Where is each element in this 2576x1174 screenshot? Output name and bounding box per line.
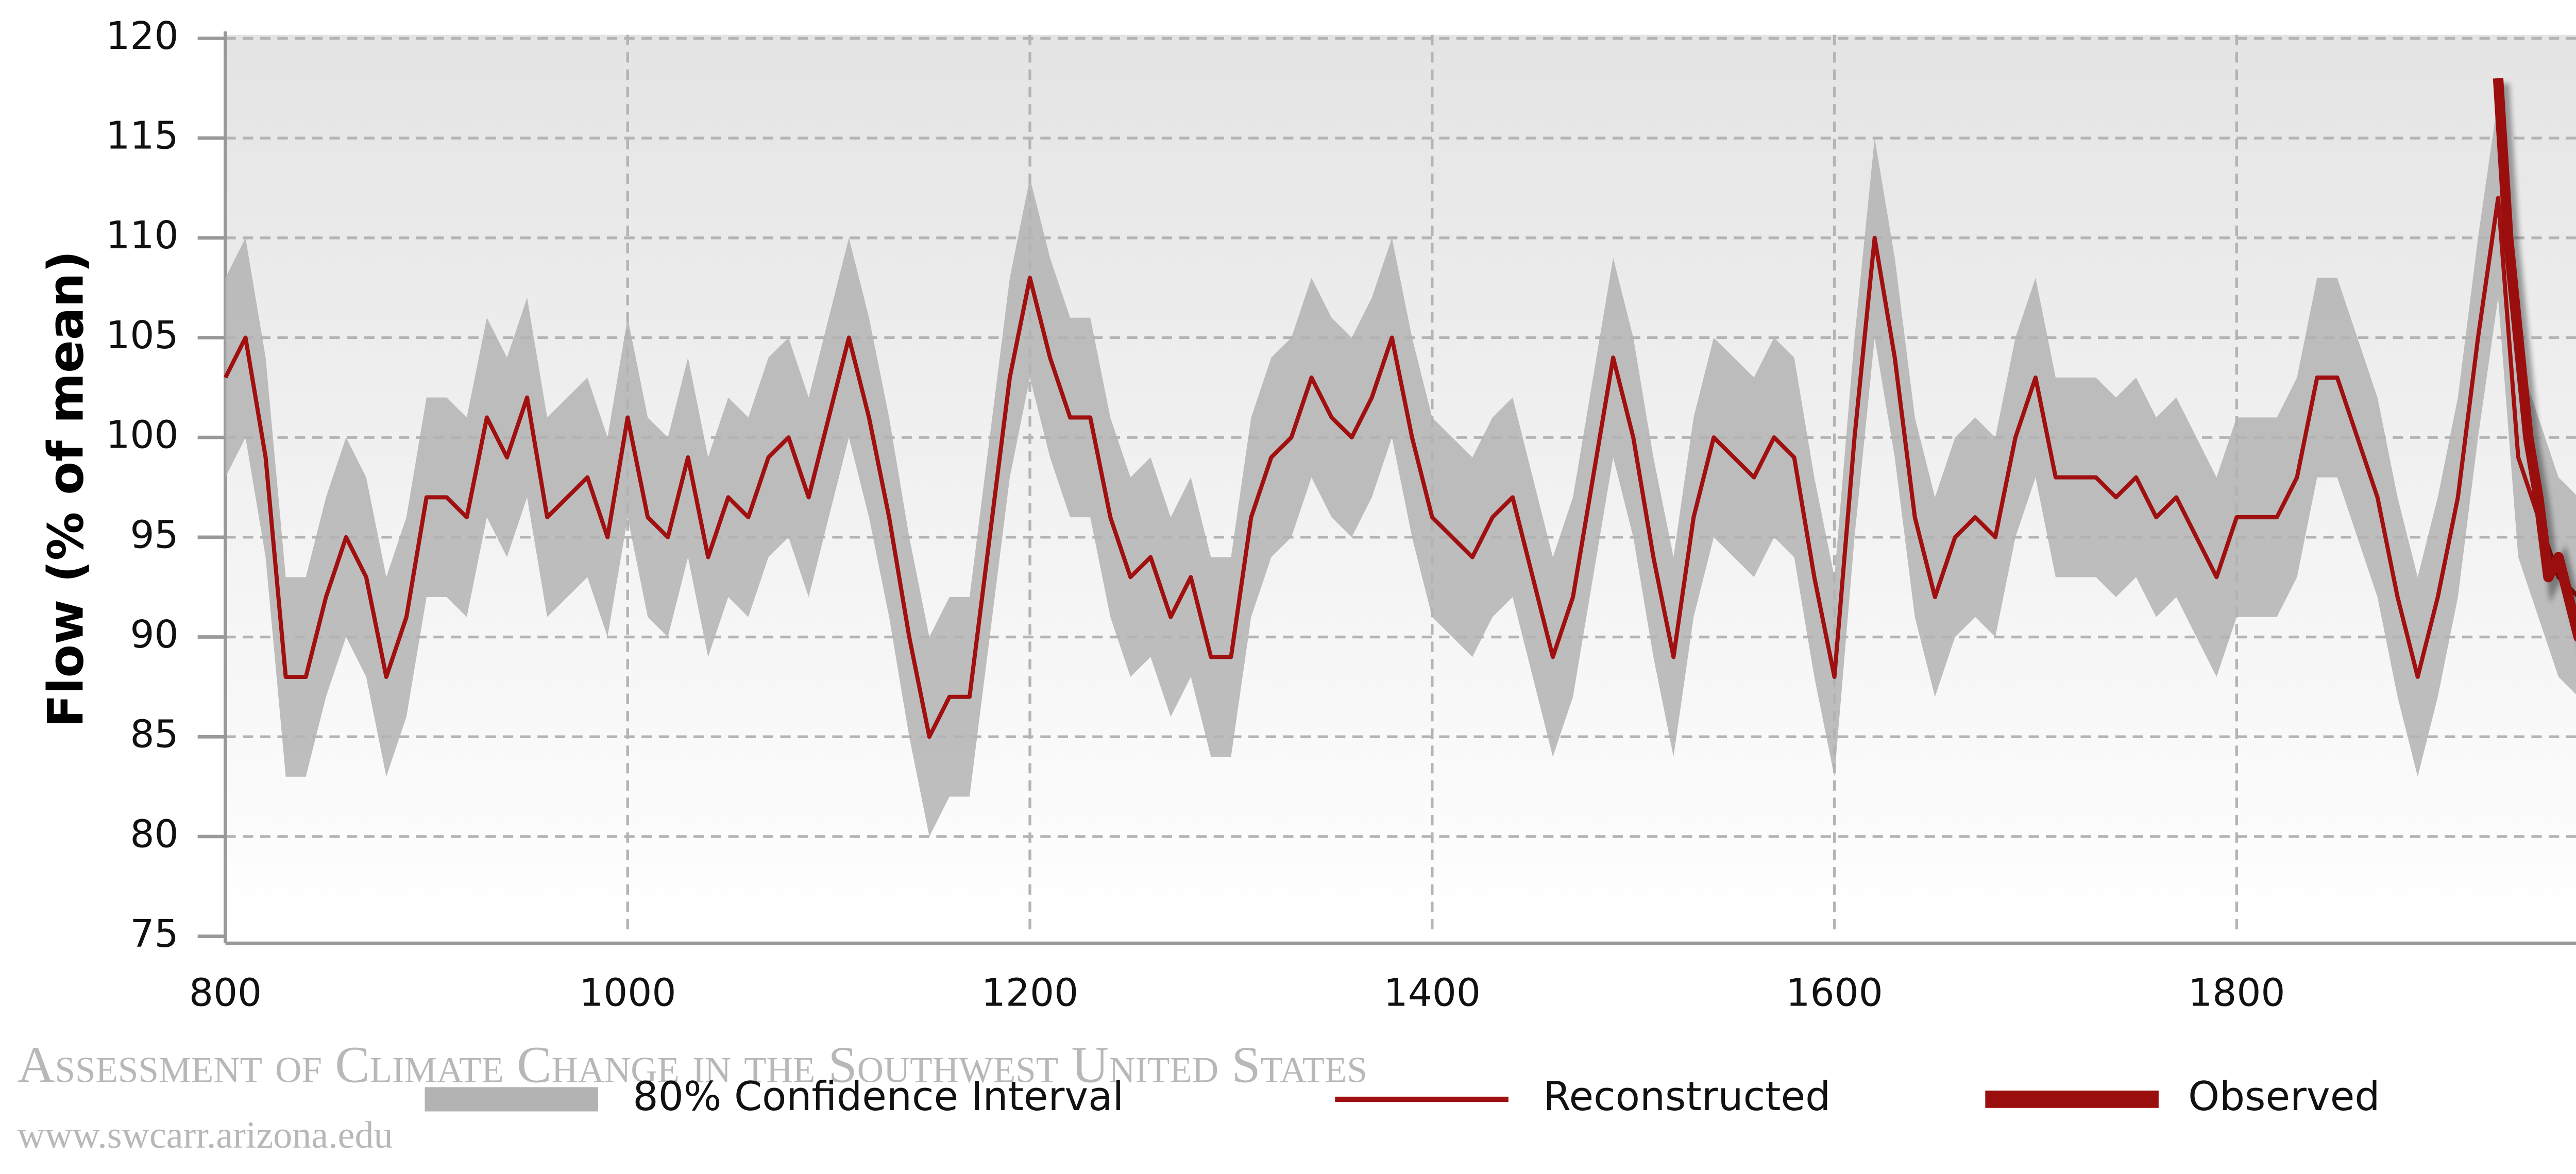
observed-line: [2493, 78, 2576, 642]
y-tick-label: 80: [130, 812, 178, 856]
y-tick-label: 115: [106, 114, 178, 158]
x-tick-label: 1600: [1786, 971, 1883, 1015]
y-tick-label: 110: [106, 213, 178, 258]
x-tick-label: 1000: [579, 971, 676, 1015]
reconstructed-line: [223, 196, 2576, 739]
y-tick-label: 75: [130, 912, 178, 956]
y-axis-label: Flow (% of mean): [38, 250, 94, 727]
legend-label: 80% Confidence Interval: [633, 1074, 1124, 1120]
url: www.swcarr.arizona.edu: [18, 1114, 393, 1156]
y-tick-label: 120: [106, 14, 178, 58]
x-tick-label: 800: [189, 971, 262, 1015]
y-tick-label: 90: [130, 612, 178, 657]
confidence-band: [225, 98, 2576, 837]
legend-label: Observed: [2188, 1074, 2380, 1120]
legend-label: Reconstructed: [1543, 1074, 1831, 1120]
x-tick-label: 1200: [981, 971, 1078, 1015]
y-tick-label: 105: [106, 313, 178, 358]
y-tick-label: 95: [130, 513, 178, 557]
x-tick-label: 1400: [1384, 971, 1481, 1015]
watermark: Assessment of Climate Change in the Sout…: [18, 1035, 1367, 1093]
y-tick-label: 85: [130, 712, 178, 757]
y-tick-label: 100: [106, 413, 178, 457]
x-tick-label: 1800: [2188, 971, 2285, 1015]
